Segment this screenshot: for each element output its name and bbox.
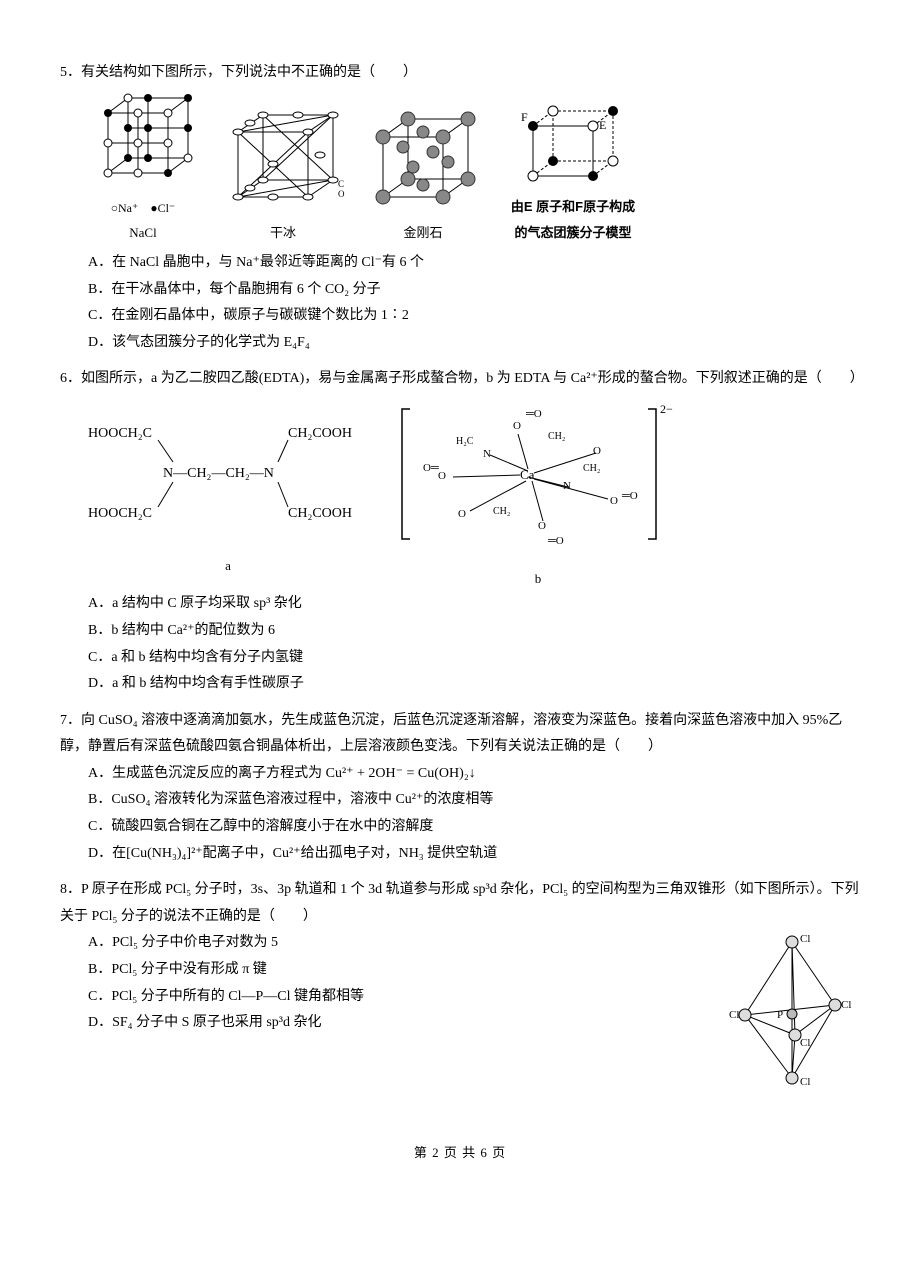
figure-dryice: C O 干冰: [218, 107, 348, 246]
svg-text:E: E: [599, 118, 606, 132]
cluster-caption-2: 的气态团簇分子模型: [498, 221, 648, 246]
question-5: 5．有关结构如下图所示，下列说法中不正确的是（ ）: [60, 60, 860, 356]
svg-text:═O: ═O: [621, 490, 638, 502]
q5-options: A．在 NaCl 晶胞中，与 Na⁺最邻近等距离的 Cl⁻有 6 个 B．在干冰…: [60, 250, 860, 356]
q7-opt-a: A．生成蓝色沉淀反应的离子方程式为 Cu²⁺ + 2OH⁻ = Cu(OH)₂↓: [88, 761, 860, 788]
q6-opt-b: B．b 结构中 Ca²⁺的配位数为 6: [88, 618, 860, 645]
dryice-caption: 干冰: [218, 221, 348, 246]
svg-text:Cl: Cl: [800, 1037, 810, 1049]
q6-options: A．a 结构中 C 原子均采取 sp³ 杂化 B．b 结构中 Ca²⁺的配位数为…: [60, 591, 860, 697]
diamond-caption: 金刚石: [368, 221, 478, 246]
label-b: b: [398, 567, 678, 592]
svg-text:N: N: [483, 448, 491, 460]
cluster-model-icon: F E: [513, 101, 633, 191]
q8-opt-d: D．SF₄ 分子中 S 原子也采用 sp³d 杂化: [88, 1010, 705, 1037]
svg-text:Cl: Cl: [800, 1076, 810, 1088]
figure-nacl: ○Na⁺ ●Cl⁻ NaCl: [88, 93, 198, 246]
q7-opt-b: B．CuSO₄ 溶液转化为深蓝色溶液过程中，溶液中 Cu²⁺的浓度相等: [88, 787, 860, 814]
q6-prompt: 6．如图所示，a 为乙二胺四乙酸(EDTA)，易与金属离子形成螯合物，b 为 E…: [60, 366, 860, 393]
q6-opt-a: A．a 结构中 C 原子均采取 sp³ 杂化: [88, 591, 860, 618]
svg-text:Cl: Cl: [800, 933, 810, 945]
diamond-lattice-icon: [368, 107, 478, 217]
q6-figure-row: HOOCH₂C CH₂COOH N—CH₂—CH₂—N HOOCH₂C CH₂C…: [88, 399, 860, 591]
q7-opt-c: C．硫酸四氨合铜在乙醇中的溶解度小于在水中的溶解度: [88, 814, 860, 841]
nacl-lattice-icon: [88, 93, 198, 193]
svg-text:═O: ═O: [525, 408, 542, 420]
q8-opt-c: C．PCl₅ 分子中所有的 Cl—P—Cl 键角都相等: [88, 984, 705, 1011]
cluster-caption-1: 由E 原子和F原子构成: [498, 195, 648, 220]
figure-cluster: F E 由E 原子和F原子构成 的气态团簇分子模型: [498, 101, 648, 246]
svg-text:HOOCH₂C: HOOCH₂C: [88, 426, 152, 441]
q6-opt-d: D．a 和 b 结构中均含有手性碳原子: [88, 671, 860, 698]
svg-text:O: O: [458, 508, 466, 520]
svg-text:O: O: [538, 520, 546, 532]
svg-text:O: O: [513, 420, 521, 432]
page-footer: 第 2 页 共 6 页: [60, 1141, 860, 1166]
svg-text:═O: ═O: [547, 535, 564, 547]
svg-text:CH₂COOH: CH₂COOH: [288, 506, 352, 521]
question-8: 8．P 原子在形成 PCl₅ 分子时，3s、3p 轨道和 1 个 3d 轨道参与…: [60, 877, 860, 1101]
svg-text:P: P: [777, 1009, 783, 1021]
q8-opt-b: B．PCl₅ 分子中没有形成 π 键: [88, 957, 705, 984]
svg-text:CH₂COOH: CH₂COOH: [288, 426, 352, 441]
q5-figure-row: ○Na⁺ ●Cl⁻ NaCl C: [88, 93, 860, 246]
svg-text:2−: 2−: [660, 402, 673, 416]
q8-prompt: 8．P 原子在形成 PCl₅ 分子时，3s、3p 轨道和 1 个 3d 轨道参与…: [60, 877, 860, 930]
question-7: 7．向 CuSO₄ 溶液中逐滴滴加氨水，先生成蓝色沉淀，后蓝色沉淀逐渐溶解，溶液…: [60, 708, 860, 868]
q5-opt-c: C．在金刚石晶体中，碳原子与碳碳键个数比为 1∶2: [88, 303, 860, 330]
figure-edta-b: 2− Ca N N O O O O O O H₂C CH₂ CH₂ CH₂: [398, 399, 678, 591]
svg-text:O: O: [438, 470, 446, 482]
label-a: a: [88, 554, 368, 579]
svg-text:O: O: [338, 189, 345, 199]
figure-edta-a: HOOCH₂C CH₂COOH N—CH₂—CH₂—N HOOCH₂C CH₂C…: [88, 412, 368, 579]
q5-opt-d: D．该气态团簇分子的化学式为 E₄F₄: [88, 330, 860, 357]
edta-ca-complex-icon: 2− Ca N N O O O O O O H₂C CH₂ CH₂ CH₂: [398, 399, 678, 554]
q5-opt-a: A．在 NaCl 晶胞中，与 Na⁺最邻近等距离的 Cl⁻有 6 个: [88, 250, 860, 277]
dryice-lattice-icon: C O: [218, 107, 348, 217]
edta-structure-icon: HOOCH₂C CH₂COOH N—CH₂—CH₂—N HOOCH₂C CH₂C…: [88, 412, 368, 542]
svg-text:N—CH₂—CH₂—N: N—CH₂—CH₂—N: [163, 466, 274, 481]
nacl-caption: NaCl: [88, 221, 198, 246]
svg-text:F: F: [521, 110, 528, 124]
svg-text:O: O: [610, 495, 618, 507]
svg-text:HOOCH₂C: HOOCH₂C: [88, 506, 152, 521]
q7-options: A．生成蓝色沉淀反应的离子方程式为 Cu²⁺ + 2OH⁻ = Cu(OH)₂↓…: [60, 761, 860, 867]
q7-prompt: 7．向 CuSO₄ 溶液中逐滴滴加氨水，先生成蓝色沉淀，后蓝色沉淀逐渐溶解，溶液…: [60, 708, 860, 761]
q6-opt-c: C．a 和 b 结构中均含有分子内氢键: [88, 645, 860, 672]
pcl5-bipyramid-icon: Cl Cl Cl Cl Cl P: [725, 930, 860, 1090]
svg-text:H₂C: H₂C: [456, 436, 474, 447]
q8-opt-a: A．PCl₅ 分子中价电子对数为 5: [88, 930, 705, 957]
svg-text:Ca: Ca: [520, 467, 535, 482]
svg-text:CH₂: CH₂: [493, 506, 510, 517]
svg-text:C: C: [338, 179, 344, 189]
figure-diamond: 金刚石: [368, 107, 478, 246]
q7-opt-d: D．在[Cu(NH₃)₄]²⁺配离子中，Cu²⁺给出孤电子对，NH₃ 提供空轨道: [88, 841, 860, 868]
q8-options: A．PCl₅ 分子中价电子对数为 5 B．PCl₅ 分子中没有形成 π 键 C．…: [60, 930, 705, 1036]
q5-prompt: 5．有关结构如下图所示，下列说法中不正确的是（ ）: [60, 60, 860, 87]
nacl-legend: ○Na⁺ ●Cl⁻: [88, 197, 198, 220]
svg-text:O═: O═: [423, 462, 439, 474]
svg-text:Cl: Cl: [729, 1009, 739, 1021]
svg-text:O: O: [593, 445, 601, 457]
question-6: 6．如图所示，a 为乙二胺四乙酸(EDTA)，易与金属离子形成螯合物，b 为 E…: [60, 366, 860, 697]
figure-pcl5: Cl Cl Cl Cl Cl P: [725, 930, 860, 1101]
svg-text:CH₂: CH₂: [583, 463, 600, 474]
svg-text:CH₂: CH₂: [548, 431, 565, 442]
q5-opt-b: B．在干冰晶体中，每个晶胞拥有 6 个 CO₂ 分子: [88, 277, 860, 304]
svg-text:Cl: Cl: [841, 999, 851, 1011]
